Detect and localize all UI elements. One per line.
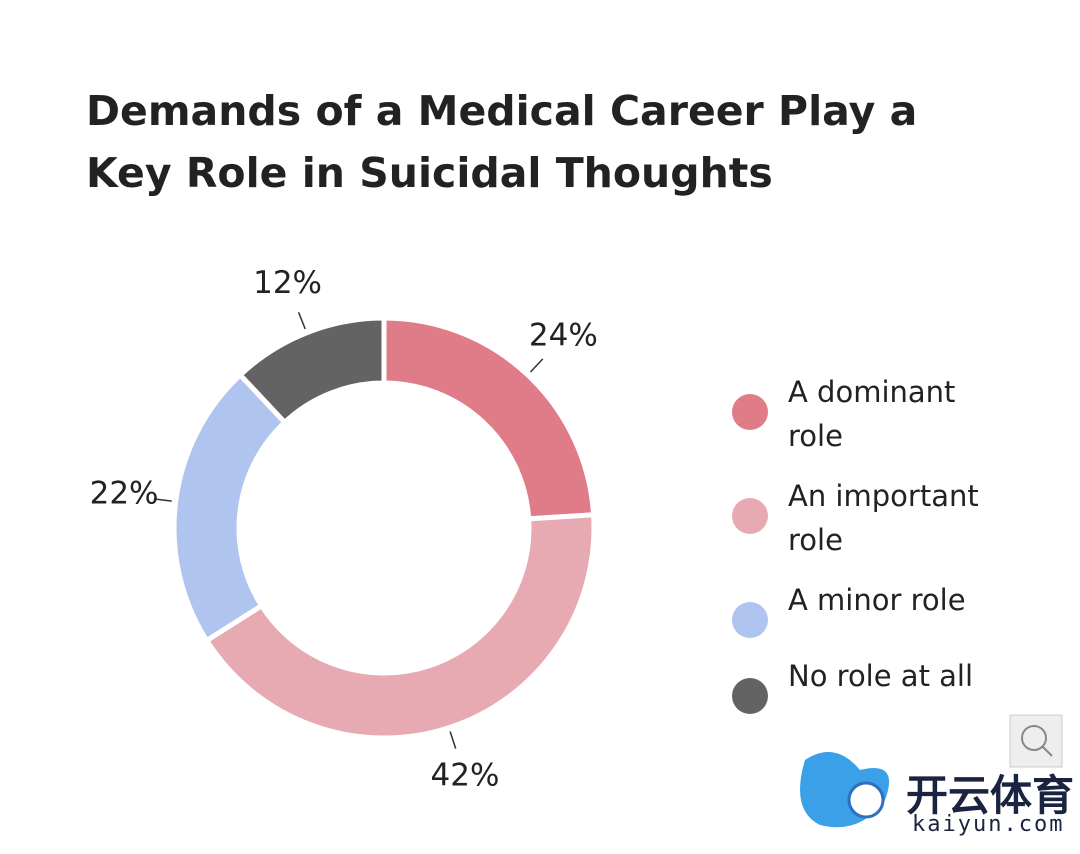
legend-item: A dominant role [732, 370, 1032, 458]
legend-label: No role at all [788, 659, 974, 693]
legend-item: An important role [732, 474, 1032, 562]
chart-title: Demands of a Medical Career Play a Key R… [86, 87, 918, 197]
legend-swatch [732, 394, 768, 430]
data-label: 24% [529, 318, 598, 354]
legend: A dominant role An important role A minor … [732, 370, 1032, 730]
legend-swatch [732, 678, 768, 714]
logo-ball [847, 781, 885, 819]
donut-segment [203, 512, 597, 741]
leader-line [449, 731, 457, 749]
zoom-icon [1042, 746, 1053, 757]
data-label: 42% [431, 758, 500, 794]
legend-label: An important role [788, 479, 979, 557]
leader-line [529, 358, 544, 373]
watermark-site: kaiyun.com [912, 812, 1065, 837]
leader-line [297, 312, 306, 330]
donut-segment [171, 371, 289, 644]
data-label: 22% [90, 476, 159, 512]
watermark-brand: 开云体育 [906, 771, 1075, 820]
legend-swatch [732, 498, 768, 534]
legend-item: A minor role [732, 578, 1032, 638]
zoom-button[interactable] [1009, 714, 1063, 768]
donut-segment [381, 315, 597, 522]
legend-item: No role at all [732, 654, 1032, 714]
leader-line [153, 498, 172, 502]
legend-swatch [732, 602, 768, 638]
zoom-icon [1021, 725, 1047, 751]
donut-segment [236, 315, 387, 426]
legend-label: A dominant role [788, 375, 956, 453]
data-label: 12% [253, 265, 322, 301]
legend-label: A minor role [788, 583, 966, 617]
